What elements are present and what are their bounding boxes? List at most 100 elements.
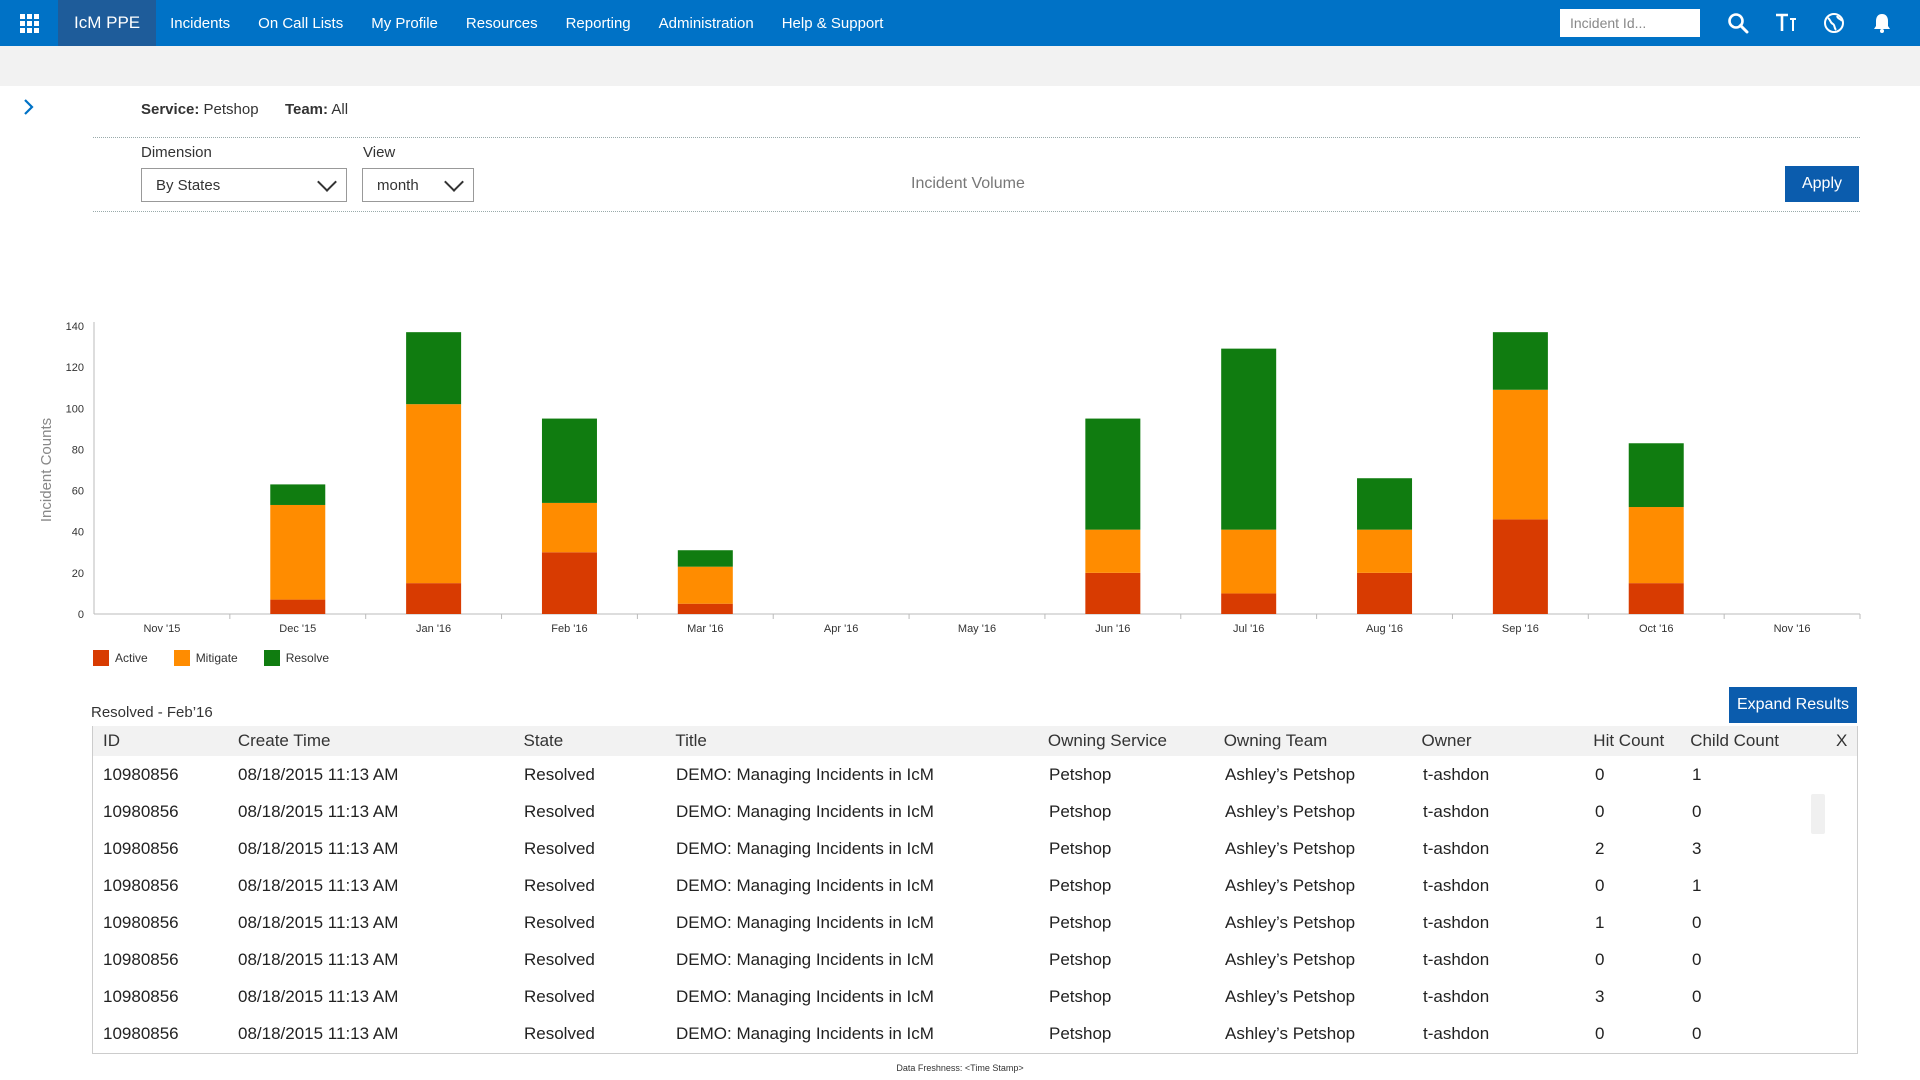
divider-bottom bbox=[93, 211, 1860, 212]
close-column-button[interactable]: X bbox=[1836, 731, 1848, 750]
bar-resolve-aug-16 bbox=[1357, 478, 1413, 530]
table-scrollbar[interactable] bbox=[1811, 794, 1825, 834]
bar-mitigate-aug-16 bbox=[1357, 529, 1413, 573]
bar-resolve-oct-16 bbox=[1628, 443, 1684, 508]
table-cell: 08/18/2015 11:13 AM bbox=[238, 801, 399, 821]
chevron-right-icon[interactable] bbox=[22, 96, 36, 124]
table-row[interactable]: 10980856 08/18/2015 11:13 AM Resolved DEMO:… bbox=[93, 793, 1857, 830]
table-cell: t-ashdon bbox=[1423, 912, 1490, 932]
table-cell: 0 bbox=[1595, 949, 1605, 969]
brand-link[interactable]: IcM PPE bbox=[58, 0, 157, 46]
legend-item-active[interactable]: Active bbox=[93, 650, 148, 666]
scope-filters: Service: Petshop Team: All bbox=[141, 101, 348, 118]
nav-item-help-support[interactable]: Help & Support bbox=[781, 14, 884, 32]
bar-mitigate-sep-16 bbox=[1492, 389, 1548, 520]
expand-results-button[interactable]: Expand Results bbox=[1729, 687, 1857, 723]
y-tick-label: 60 bbox=[72, 486, 84, 498]
nav-item-administration[interactable]: Administration bbox=[658, 14, 754, 32]
legend-item-resolve[interactable]: Resolve bbox=[263, 650, 329, 666]
table-cell: 1 bbox=[1595, 912, 1605, 932]
table-row[interactable]: 10980856 08/18/2015 11:13 AM Resolved DEMO:… bbox=[93, 756, 1857, 793]
table-cell: t-ashdon bbox=[1423, 875, 1490, 895]
bell-icon[interactable] bbox=[1858, 0, 1906, 46]
nav-item-on-call-lists[interactable]: On Call Lists bbox=[258, 14, 344, 32]
table-row[interactable]: 10980856 08/18/2015 11:13 AM Resolved DEMO:… bbox=[93, 904, 1857, 941]
incident-volume-chart: Incident Counts 0 20 40 60 80 100 120 140 Nov '15… bbox=[38, 321, 1861, 635]
bar-active-sep-16 bbox=[1492, 519, 1548, 614]
table-row[interactable]: 10980856 08/18/2015 11:13 AM Resolved DEMO:… bbox=[93, 830, 1857, 867]
table-cell: 3 bbox=[1595, 986, 1605, 1006]
column-header: Hit Count bbox=[1593, 731, 1665, 750]
legend-swatch bbox=[263, 650, 280, 666]
nav-item-resources[interactable]: Resources bbox=[465, 14, 538, 32]
results-table: ID Create Time State Title Owning Service Own… bbox=[92, 726, 1858, 1054]
table-cell: Ashley’s Petshop bbox=[1225, 912, 1356, 932]
table-cell: DEMO: Managing Incidents in IcM bbox=[676, 764, 934, 784]
y-tick-label: 120 bbox=[66, 362, 84, 374]
main-nav: Incidents On Call Lists My Profile Resource… bbox=[156, 0, 897, 46]
table-cell: Petshop bbox=[1049, 801, 1112, 821]
y-tick-label: 0 bbox=[78, 609, 84, 621]
nav-item-my-profile[interactable]: My Profile bbox=[371, 14, 438, 32]
table-cell: 0 bbox=[1692, 949, 1702, 969]
bar-mitigate-jun-16 bbox=[1085, 529, 1141, 573]
table-cell: 3 bbox=[1692, 838, 1702, 858]
table-cell: 10980856 bbox=[103, 986, 179, 1006]
table-cell: Petshop bbox=[1049, 986, 1112, 1006]
bar-resolve-jul-16 bbox=[1221, 348, 1277, 530]
column-header: Title bbox=[675, 731, 707, 750]
bar-active-jun-16 bbox=[1085, 572, 1141, 614]
dimension-dropdown[interactable]: By States bbox=[141, 168, 347, 202]
table-row[interactable]: 10980856 08/18/2015 11:13 AM Resolved DEMO:… bbox=[93, 1015, 1857, 1052]
table-cell: 0 bbox=[1692, 1023, 1702, 1043]
table-header: ID Create Time State Title Owning Service Own… bbox=[93, 726, 1857, 756]
table-cell: DEMO: Managing Incidents in IcM bbox=[676, 1023, 934, 1043]
table-cell: 1 bbox=[1692, 875, 1702, 895]
y-axis-label: Incident Counts bbox=[38, 418, 55, 522]
table-cell: 10980856 bbox=[103, 875, 179, 895]
text-size-icon[interactable] bbox=[1762, 0, 1810, 46]
table-cell: 10980856 bbox=[103, 764, 179, 784]
apply-button[interactable]: Apply bbox=[1785, 166, 1859, 202]
x-tick-label: Sep '16 bbox=[1502, 623, 1539, 635]
x-tick-label: Nov '16 bbox=[1774, 623, 1811, 635]
table-cell: 2 bbox=[1595, 838, 1605, 858]
table-row[interactable]: 10980856 08/18/2015 11:13 AM Resolved DEMO:… bbox=[93, 867, 1857, 904]
table-cell: 0 bbox=[1595, 801, 1605, 821]
search-icon[interactable] bbox=[1714, 0, 1762, 46]
bar-resolve-feb-16 bbox=[541, 418, 597, 503]
x-tick-label: Dec '15 bbox=[279, 623, 316, 635]
table-cell: Ashley’s Petshop bbox=[1225, 764, 1356, 784]
table-cell: 08/18/2015 11:13 AM bbox=[238, 764, 399, 784]
view-dropdown[interactable]: month bbox=[362, 168, 474, 202]
bar-active-aug-16 bbox=[1357, 572, 1413, 614]
bar-mitigate-feb-16 bbox=[541, 502, 597, 553]
globe-icon[interactable] bbox=[1810, 0, 1858, 46]
nav-item-incidents[interactable]: Incidents bbox=[170, 14, 231, 32]
view-value: month bbox=[377, 176, 419, 194]
table-row[interactable]: 10980856 08/18/2015 11:13 AM Resolved DEMO:… bbox=[93, 978, 1857, 1015]
legend-label: Active bbox=[115, 651, 148, 665]
bar-mitigate-mar-16 bbox=[677, 566, 733, 604]
table-cell: Resolved bbox=[524, 949, 595, 969]
table-cell: 10980856 bbox=[103, 838, 179, 858]
table-cell: 08/18/2015 11:13 AM bbox=[238, 875, 399, 895]
table-cell: Resolved bbox=[524, 875, 595, 895]
table-cell: 0 bbox=[1595, 875, 1605, 895]
x-tick-label: Apr '16 bbox=[824, 623, 859, 635]
app-launcher-icon[interactable] bbox=[0, 0, 58, 46]
column-header: Owning Service bbox=[1047, 731, 1167, 750]
x-tick-label: Jul '16 bbox=[1233, 623, 1264, 635]
x-tick-label: Aug '16 bbox=[1366, 623, 1403, 635]
legend-item-mitigate[interactable]: Mitigate bbox=[173, 650, 238, 666]
chart-legend: Active Mitigate Resolve bbox=[93, 650, 355, 666]
table-row[interactable]: 10980856 08/18/2015 11:13 AM Resolved DEMO:… bbox=[93, 941, 1857, 978]
data-freshness: Data Freshness: <Time Stamp> bbox=[896, 1063, 1024, 1073]
table-cell: 08/18/2015 11:13 AM bbox=[238, 949, 399, 969]
nav-item-reporting[interactable]: Reporting bbox=[565, 14, 631, 32]
table-cell: t-ashdon bbox=[1423, 949, 1490, 969]
table-cell: Ashley’s Petshop bbox=[1225, 1023, 1356, 1043]
table-cell: Ashley’s Petshop bbox=[1225, 949, 1356, 969]
bar-mitigate-dec-15 bbox=[270, 504, 326, 600]
incident-id-search-input[interactable] bbox=[1560, 9, 1700, 37]
